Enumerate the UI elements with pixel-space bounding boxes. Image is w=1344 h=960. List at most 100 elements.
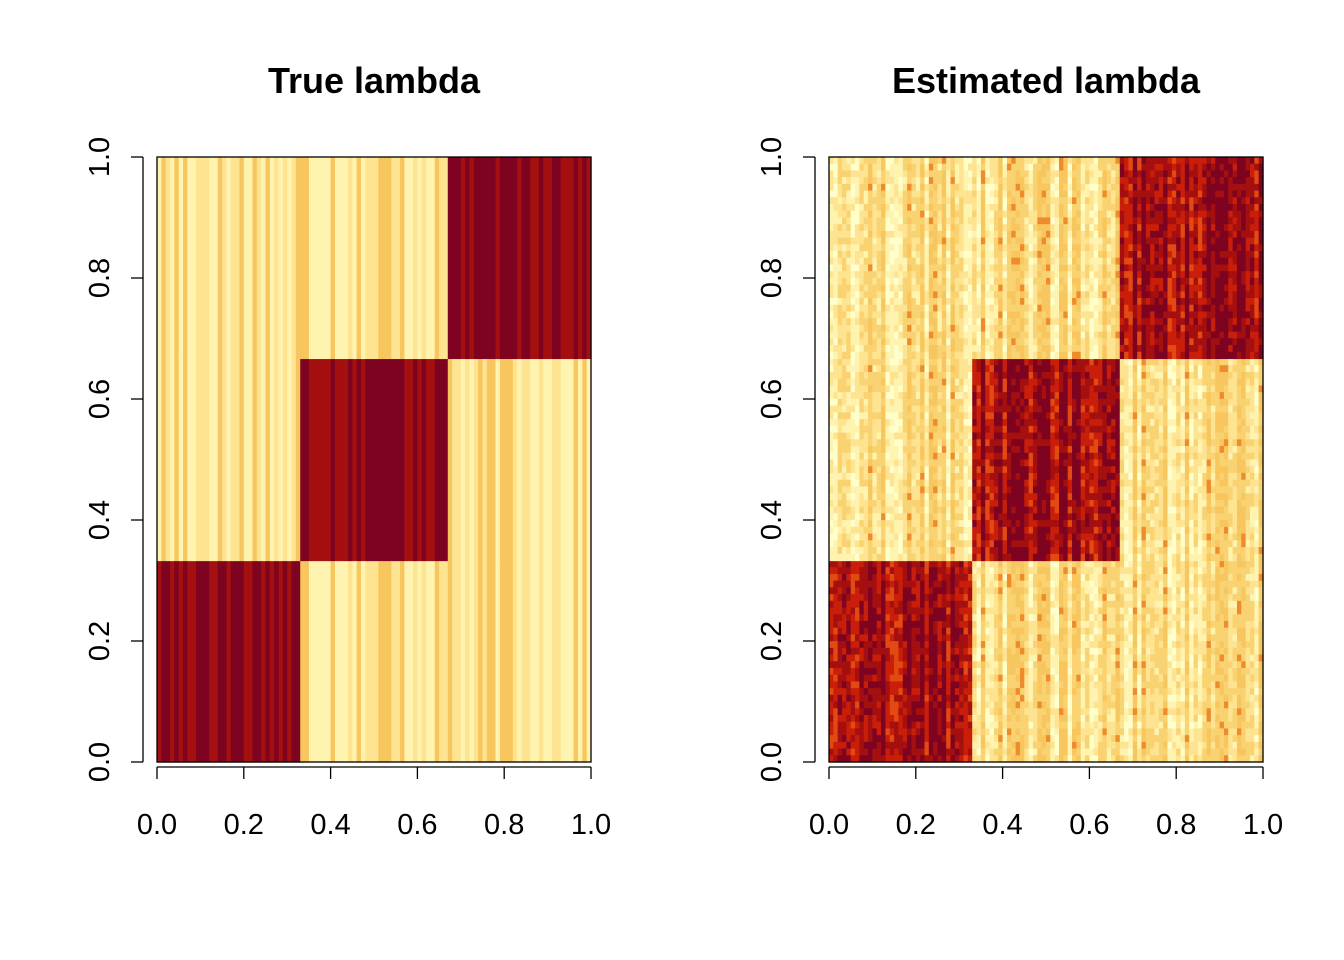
heatmap-cell	[855, 378, 860, 387]
heatmap-cell	[933, 190, 939, 198]
heatmap-cell	[872, 594, 878, 602]
heatmap-cell	[993, 520, 999, 528]
heatmap-cell	[933, 627, 939, 636]
heatmap-cell	[885, 459, 891, 467]
heatmap-cell	[174, 560, 180, 763]
heatmap-cell	[881, 486, 887, 494]
heatmap-cell	[980, 493, 986, 501]
heatmap-cell	[980, 210, 986, 219]
heatmap-cell	[1041, 351, 1047, 360]
heatmap-cell	[980, 600, 986, 609]
heatmap-cell	[946, 264, 952, 272]
heatmap-cell	[1019, 459, 1025, 467]
heatmap-cell	[1028, 177, 1034, 185]
heatmap-cell	[863, 547, 869, 555]
heatmap-cell	[1037, 284, 1043, 292]
heatmap-cell	[894, 520, 900, 528]
heatmap-cell	[1041, 547, 1047, 555]
heatmap-cell	[881, 667, 887, 676]
heatmap-cell	[998, 641, 1004, 649]
y-axis: 0.00.20.40.60.81.0	[84, 137, 144, 782]
heatmap-cell	[1041, 264, 1047, 272]
heatmap-cell	[924, 358, 930, 366]
heatmap-cell	[924, 264, 930, 272]
heatmap-cell	[1019, 627, 1025, 636]
heatmap-cell	[915, 661, 921, 669]
heatmap-cell	[898, 170, 904, 178]
heatmap-cell	[204, 157, 210, 360]
heatmap-cell	[954, 439, 960, 447]
heatmap-cell	[937, 614, 943, 622]
heatmap-cell	[829, 641, 834, 649]
heatmap-cell	[985, 493, 991, 501]
heatmap-cell	[885, 405, 891, 413]
heatmap-cell	[980, 244, 986, 252]
heatmap-cell	[842, 654, 847, 662]
heatmap-cell	[1006, 405, 1012, 413]
heatmap-cell	[850, 204, 856, 212]
heatmap-cell	[898, 701, 904, 709]
heatmap-cell	[829, 533, 834, 541]
heatmap-cell	[894, 190, 900, 198]
heatmap-cell	[967, 324, 973, 333]
heatmap-cell	[894, 157, 900, 165]
heatmap-cell	[1024, 351, 1030, 360]
heatmap-cell	[833, 190, 839, 198]
heatmap-cell	[881, 472, 887, 481]
heatmap-cell	[876, 264, 882, 272]
heatmap-cell	[911, 183, 917, 192]
heatmap-cell	[915, 560, 921, 568]
heatmap-cell	[1050, 499, 1056, 508]
heatmap-cell	[1037, 224, 1043, 232]
heatmap-cell	[959, 237, 965, 245]
heatmap-cell	[1041, 594, 1047, 602]
heatmap-cell	[829, 701, 834, 709]
heatmap-cell	[902, 594, 908, 602]
heatmap-cell	[1002, 627, 1008, 636]
heatmap-cell	[963, 190, 969, 198]
heatmap-cell	[1015, 298, 1021, 306]
heatmap-cell	[972, 667, 978, 676]
heatmap-cell	[1024, 439, 1030, 447]
heatmap-cell	[842, 620, 847, 629]
heatmap-cell	[898, 540, 904, 548]
heatmap-cell	[946, 553, 952, 562]
heatmap-cell	[950, 197, 956, 205]
heatmap-cell	[985, 587, 991, 595]
heatmap-cell	[911, 594, 917, 602]
heatmap-cell	[946, 210, 952, 219]
heatmap-cell	[937, 452, 943, 461]
heatmap-cell	[829, 365, 834, 373]
heatmap-cell	[907, 600, 913, 609]
heatmap-cell	[967, 533, 973, 541]
heatmap-cell	[872, 257, 878, 266]
heatmap-cell	[1024, 472, 1030, 481]
heatmap-cell	[993, 204, 999, 212]
heatmap-cell	[967, 580, 973, 588]
heatmap-cell	[859, 311, 865, 319]
heatmap-cell	[439, 358, 445, 562]
heatmap-cell	[980, 499, 986, 508]
heatmap-cell	[963, 204, 969, 212]
heatmap-cell	[881, 345, 887, 353]
heatmap-cell	[850, 735, 856, 743]
heatmap-cell	[1028, 291, 1034, 299]
heatmap-cell	[924, 721, 930, 730]
heatmap-cell	[1032, 466, 1038, 474]
heatmap-cell	[508, 358, 514, 562]
heatmap-cell	[998, 526, 1004, 535]
heatmap-cell	[998, 311, 1004, 319]
heatmap-cell	[967, 721, 973, 730]
heatmap-cell	[881, 284, 887, 292]
heatmap-cell	[911, 163, 917, 172]
heatmap-cell	[898, 338, 904, 346]
heatmap-cell	[1032, 392, 1038, 400]
heatmap-cell	[950, 661, 956, 669]
heatmap-cell	[998, 748, 1004, 756]
heatmap-cell	[569, 560, 575, 763]
heatmap-cell	[976, 291, 982, 299]
heatmap-cell	[343, 560, 349, 763]
heatmap-cell	[946, 190, 952, 198]
heatmap-cell	[972, 304, 978, 313]
heatmap-cell	[993, 647, 999, 656]
